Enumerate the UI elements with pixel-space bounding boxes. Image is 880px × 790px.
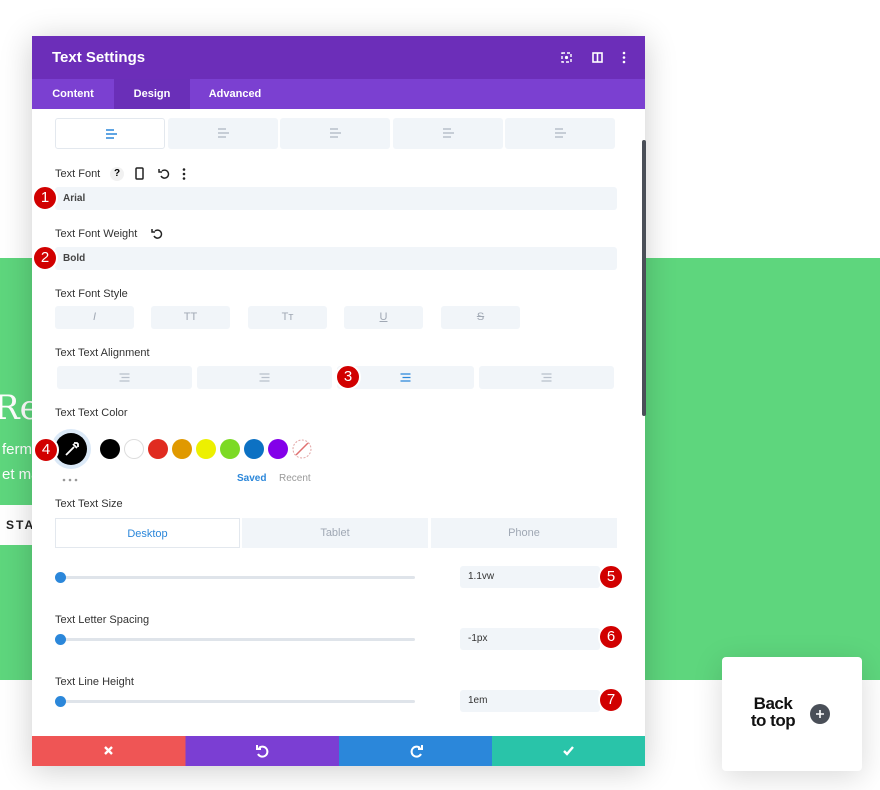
color-picker[interactable]: [55, 433, 87, 465]
slider-track[interactable]: [60, 638, 415, 641]
help-icon[interactable]: ?: [110, 167, 124, 181]
color-swatch[interactable]: [268, 439, 288, 459]
slider-knob[interactable]: [55, 572, 66, 583]
device-tab[interactable]: Desktop: [55, 518, 240, 548]
slider-knob[interactable]: [55, 696, 66, 707]
field-label: Text Text Color: [55, 407, 128, 419]
tab[interactable]: Design: [114, 79, 190, 109]
color-swatch-none[interactable]: [292, 439, 312, 459]
text-line: to top: [750, 711, 796, 730]
align-button[interactable]: [57, 366, 192, 389]
tab[interactable]: Advanced: [208, 88, 262, 100]
action-buttons[interactable]: [32, 736, 645, 766]
step-badge: 1: [32, 185, 58, 211]
tab-icon: [442, 128, 454, 138]
settings-panel: Text Settings Content Design Advanced Text…: [32, 36, 646, 766]
value-input[interactable]: -1px: [460, 628, 600, 650]
plus-icon: [810, 704, 830, 724]
step-badge: 7: [598, 687, 624, 713]
field-label: Text Font Style: [55, 288, 128, 300]
field-label: Text Font Weight: [55, 228, 138, 240]
panel-header: Text Settings: [32, 36, 645, 79]
bg-text: ferm: [2, 441, 32, 458]
align-icon: [119, 373, 130, 382]
font-select[interactable]: Arial: [55, 187, 617, 210]
icon-tab[interactable]: [280, 118, 390, 149]
action-bar: [32, 736, 645, 766]
align-icon: [400, 373, 411, 382]
align-button[interactable]: [337, 366, 474, 389]
align-button[interactable]: [479, 366, 614, 389]
icon-tab[interactable]: [505, 118, 615, 149]
style-button[interactable]: U: [344, 306, 423, 329]
header-icons[interactable]: [560, 50, 630, 66]
step-badge: 5: [598, 564, 624, 590]
no-color-icon: [292, 439, 312, 459]
field-label: Text Text Size: [55, 498, 123, 510]
color-swatch[interactable]: [124, 439, 144, 459]
tab-bar: Content Design Advanced: [32, 79, 645, 109]
scrollbar: [642, 140, 646, 416]
slider-track[interactable]: [60, 700, 415, 703]
bg-text: et ma: [2, 466, 40, 483]
field-label: Text Text Alignment: [55, 347, 150, 359]
step-badge: 3: [335, 364, 361, 390]
tab-icon: [106, 129, 117, 139]
style-button[interactable]: Tт: [248, 306, 327, 329]
step-badge: 6: [598, 624, 624, 650]
slider-knob[interactable]: [55, 634, 66, 645]
icon-tab[interactable]: [392, 118, 503, 149]
color-swatch[interactable]: [196, 439, 216, 459]
field-label: Text Font: [55, 168, 101, 180]
tab[interactable]: Content: [52, 88, 94, 100]
align-icon: [541, 373, 552, 382]
color-swatch[interactable]: [244, 439, 264, 459]
saved-tab[interactable]: Saved: [237, 473, 267, 484]
panel-title: Text Settings: [52, 49, 146, 66]
style-button[interactable]: I: [55, 306, 134, 329]
icon-tab[interactable]: [167, 118, 278, 149]
color-swatch[interactable]: [100, 439, 120, 459]
color-swatch[interactable]: [148, 439, 168, 459]
reset-icon[interactable]: [150, 227, 164, 241]
eyedropper-icon: [65, 442, 79, 456]
tab-icon: [217, 128, 229, 138]
value-input[interactable]: 1.1vw: [460, 566, 600, 588]
tab-icon: [330, 128, 341, 138]
recent-tab[interactable]: Recent: [279, 473, 311, 484]
align-button[interactable]: [197, 366, 332, 389]
weight-select[interactable]: Bold: [55, 247, 617, 270]
more-dots[interactable]: [62, 478, 78, 482]
device-tab[interactable]: Tablet: [242, 518, 428, 548]
step-badge: 4: [33, 437, 59, 463]
icon-tab[interactable]: [55, 118, 165, 149]
slider-track[interactable]: [60, 576, 415, 579]
value-input[interactable]: 1em: [460, 690, 600, 712]
color-swatch[interactable]: [172, 439, 192, 459]
style-button[interactable]: S: [441, 306, 520, 329]
text-line: Back: [753, 694, 793, 713]
device-tab[interactable]: Phone: [431, 518, 617, 548]
field-icons[interactable]: [132, 167, 192, 181]
field-label: Text Line Height: [55, 676, 134, 688]
back-to-top-card[interactable]: Back to top: [722, 657, 862, 771]
back-to-top-text: Back to top: [738, 695, 808, 729]
color-swatch[interactable]: [220, 439, 240, 459]
step-badge: 2: [32, 245, 58, 271]
align-icon: [259, 373, 270, 382]
style-button[interactable]: TT: [151, 306, 230, 329]
field-label: Text Letter Spacing: [55, 614, 150, 626]
tab-icon: [555, 128, 566, 138]
